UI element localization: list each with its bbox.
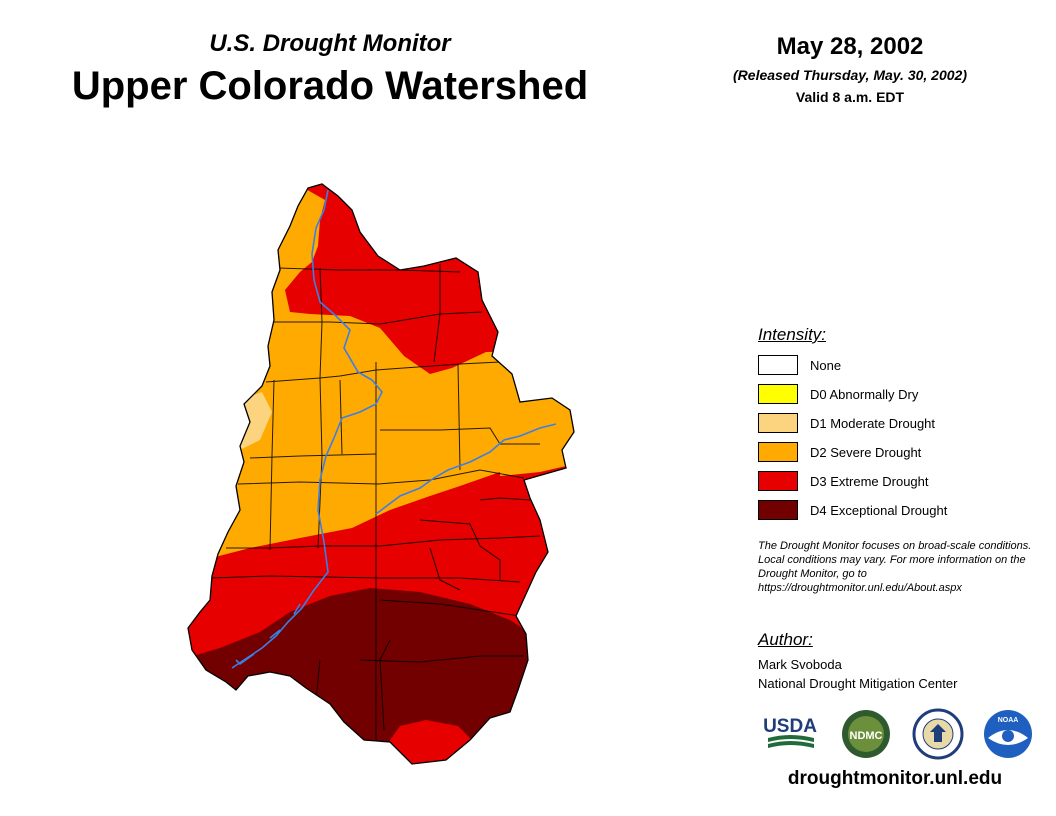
d3-south-tip	[390, 720, 474, 764]
legend-swatch	[758, 384, 798, 404]
legend-label: None	[810, 357, 842, 373]
county-boundaries	[209, 264, 541, 740]
legend-label: D0 Abnormally Dry	[810, 386, 919, 402]
usda-text: USDA	[763, 716, 817, 737]
map-date: May 28, 2002	[776, 33, 924, 60]
author-organization: National Drought Mitigation Center	[758, 676, 958, 691]
release-date: (Released Thursday, May. 30, 2002)	[733, 67, 967, 83]
legend-item-d4: D4 Exceptional Drought	[758, 500, 947, 520]
commerce-seal-logo	[912, 708, 964, 760]
legend-item-d2: D2 Severe Drought	[758, 442, 921, 462]
author-name: Mark Svoboda	[758, 657, 842, 672]
legend-swatch	[758, 442, 798, 462]
legend-heading: Intensity:	[758, 325, 827, 344]
legend-item-d1: D1 Moderate Drought	[758, 413, 935, 433]
legend-label: D2 Severe Drought	[810, 444, 922, 460]
legend-label: D3 Extreme Drought	[810, 473, 929, 489]
usda-logo: USDA	[763, 716, 817, 748]
disclaimer-note: The Drought Monitor focuses on broad-sca…	[758, 540, 1032, 594]
agency-logos: USDA NDMC NOAA	[763, 708, 1032, 760]
legend-label: D1 Moderate Drought	[810, 415, 936, 431]
author-heading: Author:	[758, 630, 813, 649]
legend-item-d3: D3 Extreme Drought	[758, 471, 929, 491]
map-title: Upper Colorado Watershed	[71, 64, 589, 108]
ndmc-text: NDMC	[850, 730, 883, 742]
legend-item-d0: D0 Abnormally Dry	[758, 384, 918, 404]
website-link[interactable]: droughtmonitor.unl.edu	[787, 768, 1003, 789]
map-subtitle: U.S. Drought Monitor	[209, 30, 451, 57]
noaa-text: NOAA	[998, 717, 1019, 724]
legend-swatch	[758, 355, 798, 375]
watershed-outline	[187, 183, 575, 765]
d1-moderate-area	[240, 392, 272, 450]
noaa-logo: NOAA	[984, 710, 1032, 758]
legend-swatch	[758, 471, 798, 491]
legend-swatch	[758, 500, 798, 520]
legend-item-none: None	[758, 355, 841, 375]
colorado-river	[231, 189, 383, 669]
ndmc-logo: NDMC	[842, 710, 890, 758]
d2-east-lobe	[500, 436, 566, 476]
valid-time: Valid 8 a.m. EDT	[795, 89, 905, 105]
legend-label: D4 Exceptional Drought	[810, 502, 948, 518]
legend-swatch	[758, 413, 798, 433]
river-tributary	[375, 423, 557, 515]
